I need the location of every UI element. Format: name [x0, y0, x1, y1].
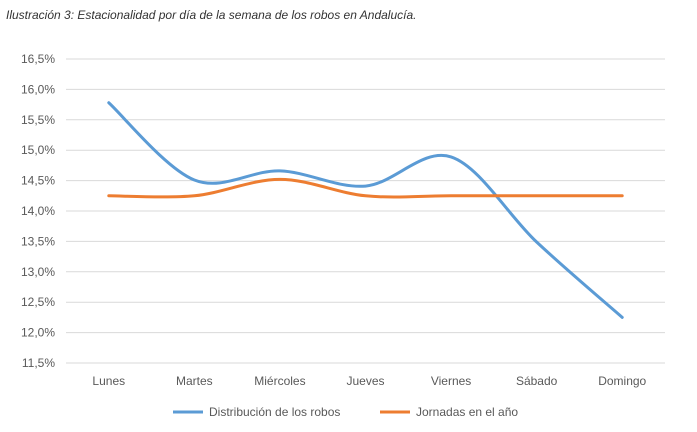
y-tick-label: 15,5%: [21, 113, 55, 127]
x-tick-label: Jueves: [346, 374, 384, 388]
x-tick-label: Domingo: [598, 374, 646, 388]
x-tick-label: Martes: [176, 374, 213, 388]
y-tick-label: 16,0%: [21, 82, 55, 96]
y-tick-label: 13,0%: [21, 265, 55, 279]
y-tick-label: 15,0%: [21, 143, 55, 157]
series-line-1: [107, 177, 624, 199]
y-tick-label: 14,0%: [21, 204, 55, 218]
y-tick-label: 13,5%: [21, 234, 55, 248]
series-line-0: [107, 101, 624, 319]
legend-label-0: Distribución de los robos: [209, 405, 340, 419]
x-tick-label: Viernes: [431, 374, 471, 388]
y-tick-label: 12,5%: [21, 295, 55, 309]
x-tick-label: Miércoles: [254, 374, 305, 388]
figure-caption: Ilustración 3: Estacionalidad por día de…: [6, 8, 417, 22]
legend-label-1: Jornadas en el año: [416, 405, 518, 419]
x-tick-label: Sábado: [516, 374, 558, 388]
x-tick-label: Lunes: [92, 374, 125, 388]
y-tick-label: 16,5%: [21, 52, 55, 66]
y-tick-label: 14,5%: [21, 174, 55, 188]
y-tick-label: 12,0%: [21, 326, 55, 340]
y-tick-label: 11,5%: [22, 356, 55, 370]
